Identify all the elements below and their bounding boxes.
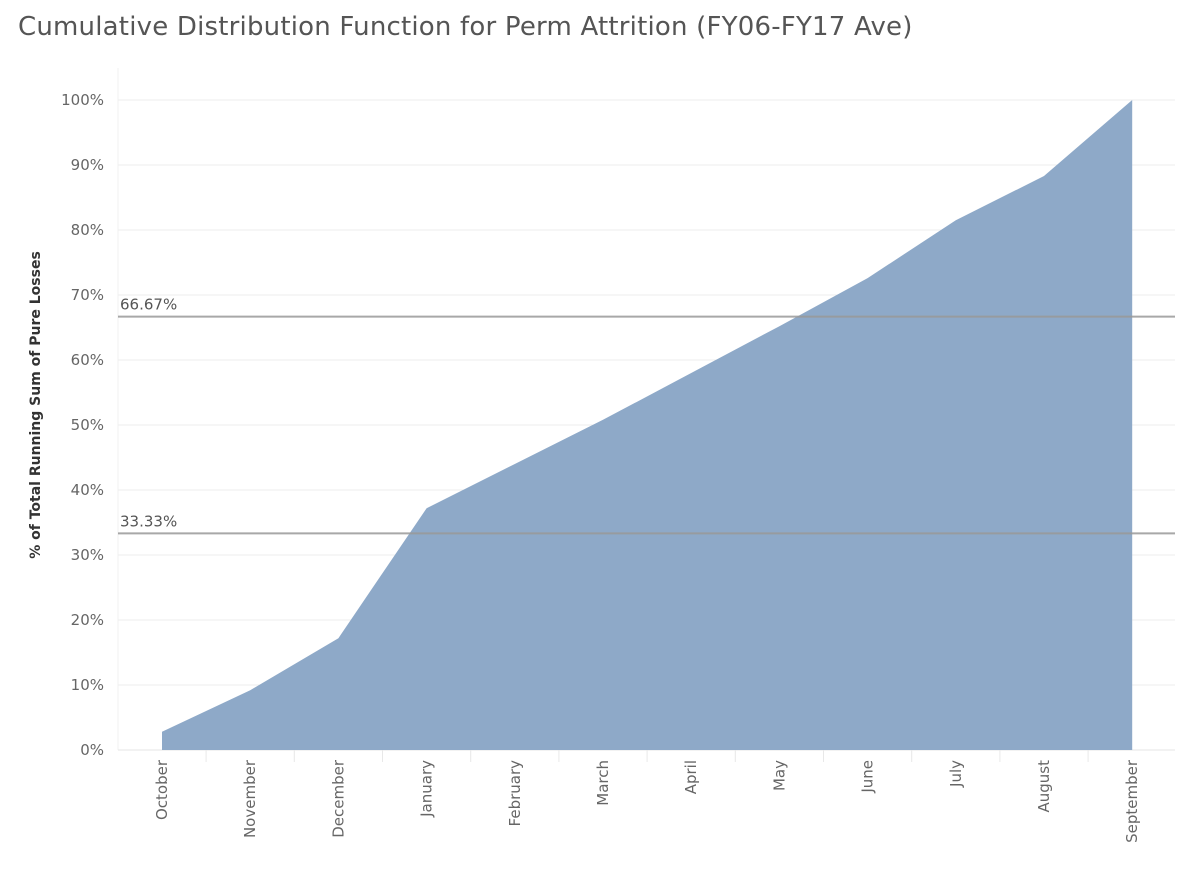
x-tick-label: January (418, 760, 436, 818)
x-tick-label: March (594, 760, 612, 806)
x-tick-label: October (153, 759, 171, 820)
x-tick-label: February (506, 760, 524, 827)
y-tick-label: 30% (71, 546, 104, 564)
y-tick-label: 80% (71, 221, 104, 239)
x-axis-ticks: October November December January February Ma… (153, 750, 1141, 843)
area-fill (162, 100, 1133, 750)
x-tick-label: August (1035, 760, 1053, 813)
reference-lines: 66.67% 33.33% (118, 296, 1175, 535)
reference-line-label: 33.33% (120, 512, 177, 530)
x-tick-label: July (947, 760, 965, 788)
y-axis-label: % of Total Running Sum of Pure Losses (28, 251, 44, 559)
x-tick-label: November (241, 759, 259, 838)
area-series (162, 100, 1133, 750)
y-tick-label: 60% (71, 351, 104, 369)
y-tick-label: 50% (71, 416, 104, 434)
x-tick-label: September (1123, 759, 1141, 843)
x-tick-label: May (770, 760, 788, 791)
x-tick-label: April (682, 760, 700, 794)
y-tick-label: 70% (71, 286, 104, 304)
y-tick-label: 40% (71, 481, 104, 499)
x-tick-label: December (329, 759, 347, 838)
y-tick-label: 20% (71, 611, 104, 629)
y-tick-label: 0% (80, 741, 104, 759)
y-axis-ticks: 0% 10% 20% 30% 40% 50% 60% 70% 80% 90% 100% (61, 91, 104, 759)
x-tick-label: June (859, 760, 877, 794)
chart-title: Cumulative Distribution Function for Per… (18, 12, 913, 42)
y-tick-label: 90% (71, 156, 104, 174)
y-tick-label: 10% (71, 676, 104, 694)
y-tick-label: 100% (61, 91, 104, 109)
reference-line-label: 66.67% (120, 296, 177, 314)
